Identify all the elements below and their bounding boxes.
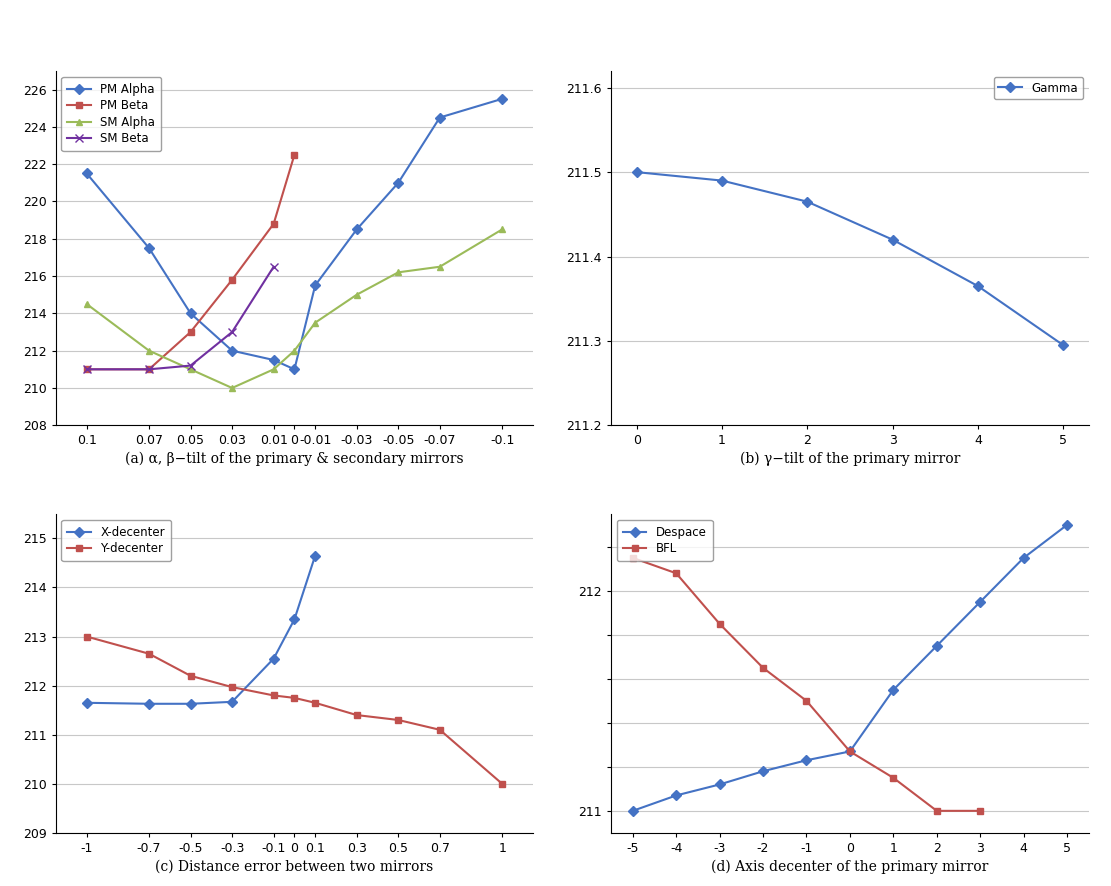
Despace: [757, 766, 770, 776]
Y-decenter: [288, 693, 301, 703]
Text: (b) γ−tilt of the primary mirror: (b) γ−tilt of the primary mirror: [740, 452, 960, 466]
Y-decenter: [226, 682, 239, 693]
SM Alpha: [142, 346, 156, 356]
SM Alpha: [391, 267, 404, 277]
Despace: [1060, 519, 1073, 530]
Y-decenter: [80, 631, 93, 641]
Gamma: [885, 234, 899, 245]
Line: Despace: Despace: [629, 521, 1071, 814]
X-decenter: [288, 614, 301, 625]
PM Alpha: [309, 280, 322, 291]
Y-decenter: [309, 697, 322, 708]
PM Beta: [80, 364, 93, 375]
SM Alpha: [496, 224, 509, 235]
Gamma: [971, 281, 984, 291]
Despace: [887, 685, 900, 696]
Gamma: [1057, 340, 1070, 351]
Despace: [670, 790, 683, 801]
Legend: Gamma: Gamma: [993, 77, 1083, 99]
PM Alpha: [267, 354, 280, 365]
PM Alpha: [350, 224, 363, 235]
PM Beta: [267, 219, 280, 229]
Despace: [627, 805, 640, 816]
Line: X-decenter: X-decenter: [83, 552, 319, 707]
PM Alpha: [391, 177, 404, 188]
Line: SM Beta: SM Beta: [82, 262, 278, 374]
Y-decenter: [184, 671, 198, 681]
Gamma: [801, 197, 814, 207]
X-decenter: [80, 697, 93, 708]
PM Beta: [184, 327, 198, 338]
Legend: PM Alpha, PM Beta, SM Alpha, SM Beta: PM Alpha, PM Beta, SM Alpha, SM Beta: [61, 77, 161, 152]
PM Beta: [226, 275, 239, 285]
SM Beta: [226, 327, 239, 338]
Y-decenter: [142, 649, 156, 659]
Y-decenter: [391, 715, 404, 726]
BFL: [713, 618, 727, 629]
BFL: [930, 805, 943, 816]
Despace: [930, 641, 943, 651]
Y-decenter: [267, 690, 280, 701]
SM Alpha: [80, 299, 93, 309]
SM Beta: [142, 364, 156, 375]
SM Alpha: [350, 290, 363, 300]
Despace: [713, 779, 727, 789]
SM Alpha: [226, 383, 239, 393]
Text: (d) Axis decenter of the primary mirror: (d) Axis decenter of the primary mirror: [711, 859, 989, 874]
X-decenter: [226, 696, 239, 707]
Gamma: [715, 175, 729, 186]
Despace: [843, 746, 857, 757]
SM Alpha: [433, 261, 447, 272]
Despace: [1017, 553, 1030, 563]
SM Beta: [267, 261, 280, 272]
X-decenter: [184, 698, 198, 709]
Y-decenter: [433, 725, 447, 735]
PM Beta: [142, 364, 156, 375]
Despace: [800, 755, 813, 766]
Gamma: [630, 167, 643, 177]
Y-decenter: [496, 779, 509, 789]
PM Alpha: [433, 113, 447, 123]
BFL: [800, 696, 813, 706]
Line: BFL: BFL: [629, 555, 983, 814]
Line: SM Alpha: SM Alpha: [83, 226, 506, 392]
Despace: [973, 596, 987, 607]
PM Beta: [288, 150, 301, 160]
PM Alpha: [184, 308, 198, 319]
PM Alpha: [288, 364, 301, 375]
Line: Gamma: Gamma: [633, 168, 1067, 348]
BFL: [887, 773, 900, 783]
Text: (c) Distance error between two mirrors: (c) Distance error between two mirrors: [156, 859, 433, 874]
PM Alpha: [80, 168, 93, 179]
Line: Y-decenter: Y-decenter: [83, 633, 506, 788]
BFL: [757, 663, 770, 673]
PM Alpha: [142, 243, 156, 253]
X-decenter: [142, 698, 156, 709]
SM Beta: [80, 364, 93, 375]
SM Alpha: [267, 364, 280, 375]
X-decenter: [267, 653, 280, 664]
BFL: [973, 805, 987, 816]
Y-decenter: [350, 710, 363, 720]
Line: PM Beta: PM Beta: [83, 152, 298, 373]
SM Alpha: [309, 317, 322, 328]
BFL: [670, 568, 683, 579]
Legend: X-decenter, Y-decenter: X-decenter, Y-decenter: [61, 520, 171, 561]
PM Alpha: [226, 346, 239, 356]
Line: PM Alpha: PM Alpha: [83, 96, 506, 373]
SM Alpha: [184, 364, 198, 375]
Text: (a) α, β−tilt of the primary & secondary mirrors: (a) α, β−tilt of the primary & secondary…: [126, 452, 463, 466]
BFL: [843, 746, 857, 757]
Legend: Despace, BFL: Despace, BFL: [617, 520, 712, 561]
SM Alpha: [288, 346, 301, 356]
SM Beta: [184, 361, 198, 371]
BFL: [627, 553, 640, 563]
X-decenter: [309, 550, 322, 561]
PM Alpha: [496, 94, 509, 105]
